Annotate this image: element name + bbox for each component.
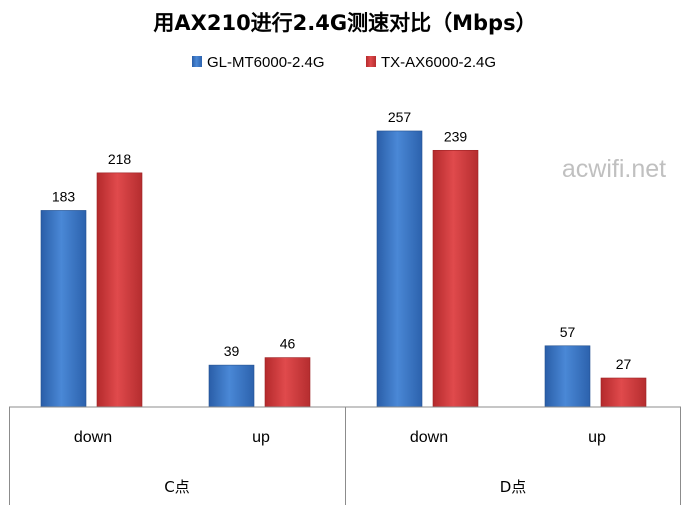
bar-gl-mt6000-c-down <box>40 210 87 408</box>
bar-gl-mt6000-d-up <box>544 345 591 408</box>
legend-swatch-gl-mt6000 <box>192 56 202 67</box>
legend-label-tx-ax6000: TX-AX6000-2.4G <box>381 54 496 71</box>
category-axis: down up down up C点 D点 <box>9 406 681 505</box>
bar-tx-ax6000-d-down <box>432 149 479 408</box>
bar-tx-ax6000-d-up <box>600 377 647 408</box>
group-label-d: D点 <box>500 478 527 496</box>
value-label-gl-mt6000-c-up: 39 <box>224 343 240 359</box>
bar-tx-ax6000-c-down <box>96 172 143 408</box>
legend-swatch-tx-ax6000 <box>366 56 376 67</box>
value-label-gl-mt6000-d-up: 57 <box>560 324 576 340</box>
legend: GL-MT6000-2.4G TX-AX6000-2.4G <box>192 54 496 71</box>
bar-tx-ax6000-c-up <box>264 357 311 408</box>
value-label-tx-ax6000-c-up: 46 <box>280 336 296 352</box>
bars-layer <box>40 130 647 408</box>
value-label-tx-ax6000-c-down: 218 <box>108 151 132 167</box>
legend-label-gl-mt6000: GL-MT6000-2.4G <box>207 54 325 71</box>
category-label-d-down: down <box>410 429 448 446</box>
value-label-gl-mt6000-d-down: 257 <box>388 109 412 125</box>
group-label-c: C点 <box>164 478 189 496</box>
value-label-tx-ax6000-d-up: 27 <box>616 356 632 372</box>
value-labels-layer: 183 39 257 57 218 46 239 27 <box>52 109 632 372</box>
chart-title: 用AX210进行2.4G测速对比（Mbps） <box>153 11 536 35</box>
watermark: acwifi.net <box>562 155 666 183</box>
bar-gl-mt6000-c-up <box>208 364 255 408</box>
value-label-tx-ax6000-d-down: 239 <box>444 128 468 144</box>
value-label-gl-mt6000-c-down: 183 <box>52 188 76 204</box>
category-label-d-up: up <box>588 429 606 446</box>
category-label-c-down: down <box>74 429 112 446</box>
bar-gl-mt6000-d-down <box>376 130 423 408</box>
category-label-c-up: up <box>252 429 270 446</box>
